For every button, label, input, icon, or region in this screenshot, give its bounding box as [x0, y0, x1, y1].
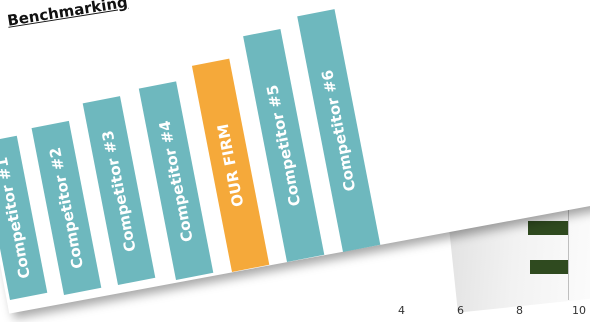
background-chart-tick: 6 [457, 304, 464, 317]
background-chart-tick: 8 [516, 304, 523, 317]
background-chart-tick: 10 [572, 304, 586, 317]
background-chart-bar [530, 260, 568, 274]
bar-label: OUR FIRM [213, 122, 248, 209]
background-chart-bar [528, 221, 568, 235]
background-chart-tick: 4 [398, 304, 405, 317]
background-chart-axis [568, 130, 569, 300]
